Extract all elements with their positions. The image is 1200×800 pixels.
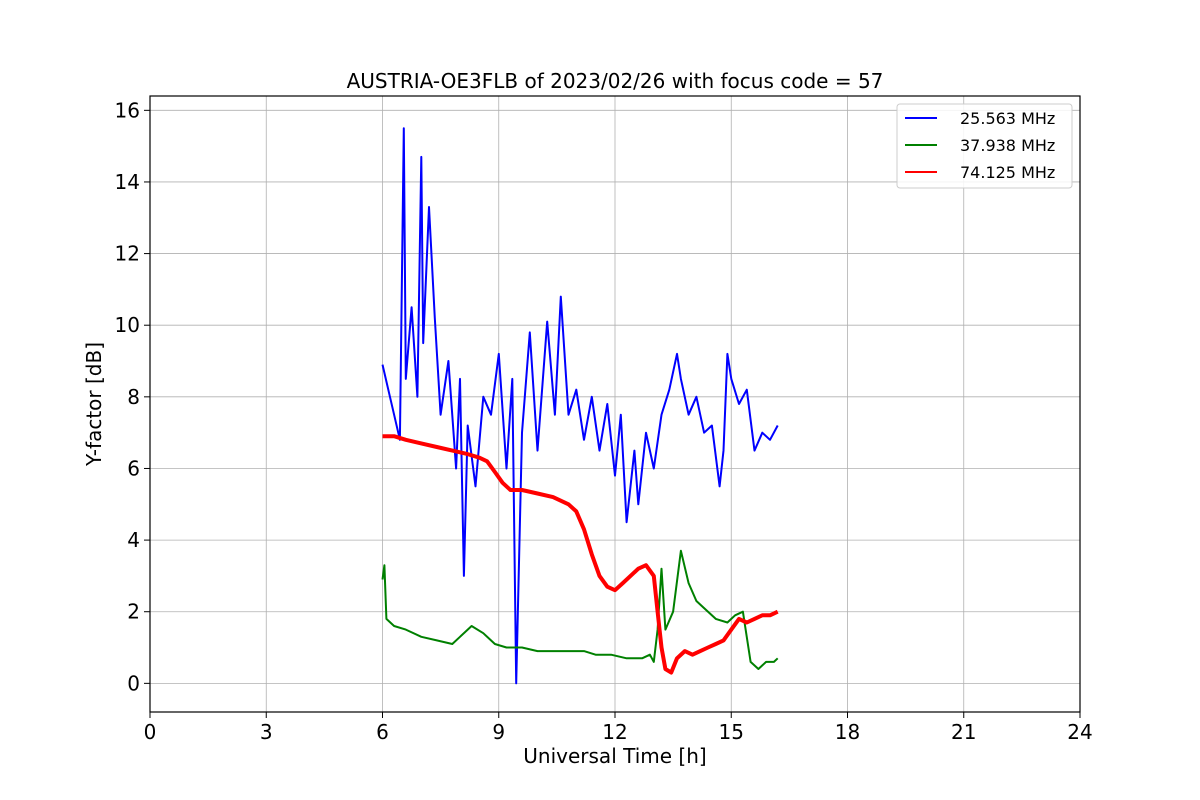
y-tick-label: 6 bbox=[127, 456, 140, 480]
chart-title: AUSTRIA-OE3FLB of 2023/02/26 with focus … bbox=[347, 69, 884, 93]
x-tick-label: 15 bbox=[719, 720, 744, 744]
series-line-2 bbox=[381, 549, 779, 670]
x-tick-label: 9 bbox=[492, 720, 505, 744]
y-tick-label: 8 bbox=[127, 385, 140, 409]
x-tick-label: 24 bbox=[1067, 720, 1092, 744]
y-tick-label: 2 bbox=[127, 600, 140, 624]
y-tick-label: 4 bbox=[127, 528, 140, 552]
y-tick-label: 0 bbox=[127, 671, 140, 695]
legend-label-series-1: 25.563 MHz bbox=[960, 109, 1055, 128]
series-line-1 bbox=[381, 127, 779, 685]
legend-label-series-3: 74.125 MHz bbox=[960, 163, 1055, 182]
y-tick-label: 14 bbox=[115, 170, 140, 194]
legend-label-series-2: 37.938 MHz bbox=[960, 136, 1055, 155]
x-tick-label: 21 bbox=[951, 720, 976, 744]
series-line-3 bbox=[382, 434, 779, 675]
x-tick-label: 0 bbox=[144, 720, 157, 744]
x-tick-label: 6 bbox=[376, 720, 389, 744]
x-axis-label: Universal Time [h] bbox=[523, 744, 706, 768]
legend-box bbox=[896, 103, 1073, 189]
x-tick-label: 12 bbox=[602, 720, 627, 744]
y-axis-label: Y-factor [dB] bbox=[82, 342, 106, 467]
x-tick-label: 3 bbox=[260, 720, 273, 744]
y-tick-label: 16 bbox=[115, 98, 140, 122]
x-tick-label: 18 bbox=[835, 720, 860, 744]
series-lines bbox=[381, 127, 779, 685]
y-tick-label: 12 bbox=[115, 242, 140, 266]
y-tick-label: 10 bbox=[115, 313, 140, 337]
legend: 25.563 MHz 37.938 MHz 74.125 MHz bbox=[896, 103, 1073, 189]
